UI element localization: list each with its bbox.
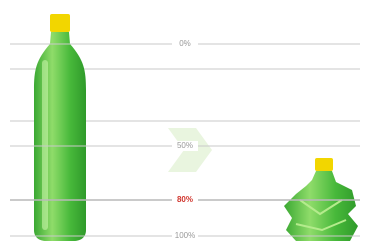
bottle-cap — [315, 158, 333, 171]
compression-graphic: 0% 50% 80% 100% — [0, 0, 367, 241]
bottle-body — [34, 32, 86, 241]
level-label: 80% — [177, 195, 193, 204]
level-label: 50% — [177, 141, 193, 150]
level-label: 0% — [179, 39, 191, 48]
bottle-cap — [50, 14, 70, 32]
level-label: 100% — [175, 231, 195, 240]
bottle-highlight — [42, 60, 48, 230]
